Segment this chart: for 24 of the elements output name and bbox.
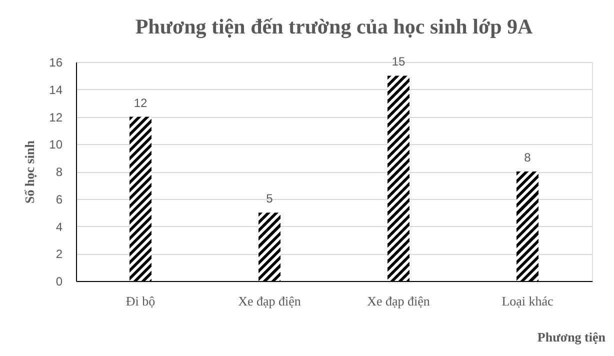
- bar: [388, 76, 410, 281]
- bar: [130, 116, 152, 281]
- data-label: 15: [392, 54, 406, 69]
- x-tick-label: Xe đạp điện: [238, 294, 302, 308]
- y-tick-label: 6: [56, 192, 63, 206]
- y-tick-label: 12: [49, 110, 63, 124]
- y-tick-label: 0: [56, 274, 63, 288]
- bar: [258, 212, 280, 281]
- y-tick-label: 8: [56, 165, 63, 179]
- x-tick-label: Đi bộ: [126, 294, 156, 308]
- bar: [516, 172, 538, 281]
- x-axis-title: Phương tiện: [537, 330, 606, 344]
- y-tick-label: 16: [49, 56, 63, 70]
- data-label: 5: [266, 192, 274, 206]
- x-tick-label: Loại khác: [502, 294, 554, 308]
- y-tick-label: 14: [49, 82, 63, 97]
- data-label: 12: [134, 96, 148, 110]
- y-tick-label: 2: [56, 247, 63, 262]
- y-axis-title: Số học sinh: [22, 140, 38, 204]
- data-label: 8: [524, 150, 532, 164]
- chart-title: Phương tiện đến trường của học sinh lớp 9A: [135, 14, 534, 39]
- x-tick-label: Xe đạp điện: [367, 294, 430, 308]
- y-tick-label: 4: [56, 220, 63, 234]
- y-tick-label: 10: [49, 138, 63, 152]
